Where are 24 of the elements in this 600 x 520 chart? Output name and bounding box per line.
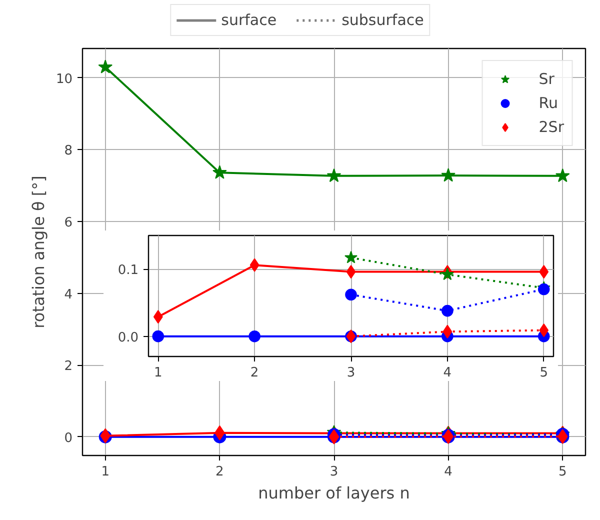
x-tick-label: 5 [558,464,567,480]
y-tick-label: 0.0 [118,330,139,346]
y-axis-title: rotation angle θ [°] [28,176,48,328]
y-tick-label: 6 [64,215,73,230]
text: surface [221,11,277,29]
x-tick-label: 1 [154,366,162,380]
y-tick-label: 4 [64,287,73,302]
y-tick-label: 0.1 [118,263,139,278]
x-tick-label: 1 [101,464,110,480]
x-tick-label: 2 [216,464,224,480]
y-tick-label: 8 [64,144,73,159]
y-tick-label: 0 [64,430,73,446]
x-tick-label: 4 [444,464,452,480]
x-tick-label: 3 [330,464,338,480]
legend-label: Sr [538,70,556,88]
x-tick-label: 4 [443,366,452,380]
x-tick-label: 2 [250,366,259,380]
legend-label: 2Sr [538,118,564,136]
x-axis-title: number of layers n [258,484,410,502]
text: subsurface [342,11,424,29]
x-tick-label: 5 [540,366,548,380]
x-tick-label: 3 [346,366,356,380]
y-tick-label: 10 [56,72,73,87]
legend-label: Ru [538,94,559,112]
